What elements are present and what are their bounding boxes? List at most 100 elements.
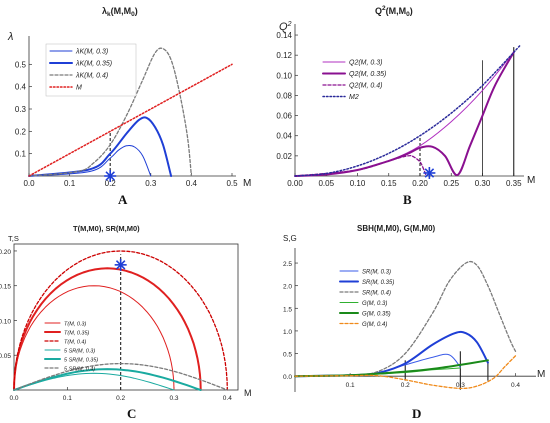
x-tick-label: 0.2 xyxy=(105,179,117,188)
legend-label: M2 xyxy=(349,94,359,101)
legend-label: SR(M, 0.3) xyxy=(362,270,391,276)
y-tick-label: 0.0 xyxy=(283,374,292,381)
x-tick-label: 0.5 xyxy=(226,179,238,188)
x-tick-label: 0.00 xyxy=(287,179,303,188)
x-tick-label: 0.05 xyxy=(318,179,334,188)
legend-label: SR(M, 0.35) xyxy=(362,280,394,286)
legend-label: 5 SR(M, 0.35) xyxy=(64,358,98,364)
legend-label: T(M, 0.35) xyxy=(64,331,90,337)
legend-label: Q2(M, 0.35) xyxy=(349,71,386,78)
x-tick-label: 0.20 xyxy=(412,179,428,188)
x-tick-label: 0.35 xyxy=(506,179,522,188)
panel-b: Q2(M,M0) Q2 M B 0.00 0.05 0.10 0.15 0.20 0.25… xyxy=(276,5,535,207)
y-tick-label: 1.0 xyxy=(283,329,292,336)
x-tick-label: 0.30 xyxy=(475,179,491,188)
y-tick-label: 0.5 xyxy=(283,352,292,359)
panel-a-letter: A xyxy=(118,192,128,207)
series-line xyxy=(294,51,515,177)
panel-b-xlabel: M xyxy=(527,175,535,186)
y-tick-label: 0.2 xyxy=(15,127,27,136)
y-tick-label: 0.02 xyxy=(276,152,292,161)
x-tick-label: 0.4 xyxy=(223,395,232,402)
y-tick-label: 0.5 xyxy=(15,60,27,69)
legend-a: λK(M, 0.3) λK(M, 0.35) λK(M, 0.4) M xyxy=(45,43,137,97)
legend-label: Q2(M, 0.3) xyxy=(349,60,382,67)
plot-area-b: 0.00 0.05 0.10 0.15 0.20 0.25 0.30 0.35 0.02 0.04… xyxy=(276,24,524,188)
y-tick-label: 0.15 xyxy=(0,284,11,291)
panel-c-title: T(M,M0), SR(M,M0) xyxy=(73,224,140,233)
x-tick-label: 0.1 xyxy=(63,395,72,402)
panel-d-ylabel: S,G xyxy=(283,234,297,243)
legend-label: T(M, 0.3) xyxy=(64,322,86,328)
y-tick-label: 0.05 xyxy=(0,353,11,360)
y-tick-label: 0.06 xyxy=(276,112,292,121)
x-tick-label: 0.3 xyxy=(169,395,178,402)
x-tick-label: 0.4 xyxy=(186,179,198,188)
x-tick-label: 0.2 xyxy=(401,382,410,389)
panel-a-ylabel: λ xyxy=(7,31,13,43)
plot-area-a: 0.0 0.1 0.2 0.3 0.4 0.5 0.1 0.2 0.3 0.4 0.5 λK(M, 0… xyxy=(15,36,238,188)
panel-a-title: λk(M,M0) xyxy=(102,6,138,18)
x-tick-label: 0.1 xyxy=(64,179,76,188)
y-tick-label: 0.20 xyxy=(0,249,11,256)
y-tick-label: 0.3 xyxy=(15,105,27,114)
y-tick-label: 0.10 xyxy=(0,318,11,325)
series-line xyxy=(28,145,152,177)
x-tick-label: 0.25 xyxy=(443,179,459,188)
plot-frame xyxy=(13,243,239,391)
series-line xyxy=(294,330,489,378)
panel-c: T(M,M0), SR(M,M0) T,S M C 0.0 0.1 0.2 0.3 0.… xyxy=(0,224,252,421)
y-tick-label: 0.4 xyxy=(15,83,27,92)
series-line xyxy=(294,44,521,177)
panel-b-title: Q2(M,M0) xyxy=(375,5,413,18)
legend-label: M xyxy=(76,85,82,92)
y-tick-label: 0.08 xyxy=(276,91,292,100)
y-tick-label: 1.5 xyxy=(283,306,292,313)
series-line xyxy=(13,285,175,391)
x-tick-label: 0.2 xyxy=(116,395,125,402)
panel-d-letter: D xyxy=(412,406,421,421)
series-line xyxy=(13,250,228,391)
legend-d: SR(M, 0.3) SR(M, 0.35) SR(M, 0.4) G(M, 0.3)… xyxy=(339,270,394,328)
x-tick-label: 0.10 xyxy=(350,179,366,188)
legend-label: G(M, 0.35) xyxy=(362,312,391,318)
series-line xyxy=(294,154,427,177)
x-tick-label: 0.4 xyxy=(511,382,520,389)
panel-d-xlabel: M xyxy=(537,369,545,380)
panel-a: λk(M,M0) λ M A 0.0 0.1 0.2 0.3 0.4 0.5 0.1 0.2 0… xyxy=(7,6,251,207)
series-line xyxy=(28,63,233,177)
plot-area-d: 0.10.20.30.40.00.51.01.52.02.5SR(M, 0.3)… xyxy=(283,248,536,392)
series-line xyxy=(294,355,517,390)
series-line xyxy=(28,47,193,177)
legend-label: G(M, 0.4) xyxy=(362,322,387,328)
legend-label: 5 SR(M, 0.4) xyxy=(64,367,95,373)
y-tick-label: 2.0 xyxy=(283,284,292,291)
star-marker xyxy=(104,170,117,182)
panel-d-title: SBH(M,M0), G(M,M0) xyxy=(357,224,436,233)
legend-label: λK(M, 0.4) xyxy=(75,73,108,80)
y-tick-label: 2.5 xyxy=(283,261,292,268)
panel-c-ylabel: T,S xyxy=(8,234,19,243)
x-tick-label: 0.1 xyxy=(346,382,355,389)
star-marker xyxy=(423,166,436,179)
series-line xyxy=(13,267,202,391)
legend-label: SR(M, 0.4) xyxy=(362,291,391,297)
legend-b: Q2(M, 0.3) Q2(M, 0.35) Q2(M, 0.4) M2 xyxy=(322,60,386,101)
panel-b-ylabel: Q2 xyxy=(279,21,292,33)
series-line xyxy=(294,260,517,377)
star-marker xyxy=(114,258,127,271)
y-tick-label: 0.1 xyxy=(15,150,27,159)
legend-c: T(M, 0.3) T(M, 0.35) T(M, 0.4) 5 SR(M, 0.3)… xyxy=(44,322,98,373)
x-tick-label: 0.0 xyxy=(9,395,18,402)
panel-d: SBH(M,M0), G(M,M0) S,G M D 0.10.20.30.40… xyxy=(283,224,545,421)
y-tick-label: 0.12 xyxy=(276,51,292,60)
legend-label: Q2(M, 0.4) xyxy=(349,83,382,90)
panel-c-xlabel: M xyxy=(244,388,252,398)
y-tick-label: 0.10 xyxy=(276,71,292,80)
series-line xyxy=(13,368,202,391)
panel-c-letter: C xyxy=(127,406,136,421)
x-tick-label: 0.0 xyxy=(23,179,35,188)
series-line xyxy=(28,116,173,177)
legend-label: λK(M, 0.35) xyxy=(75,61,112,68)
